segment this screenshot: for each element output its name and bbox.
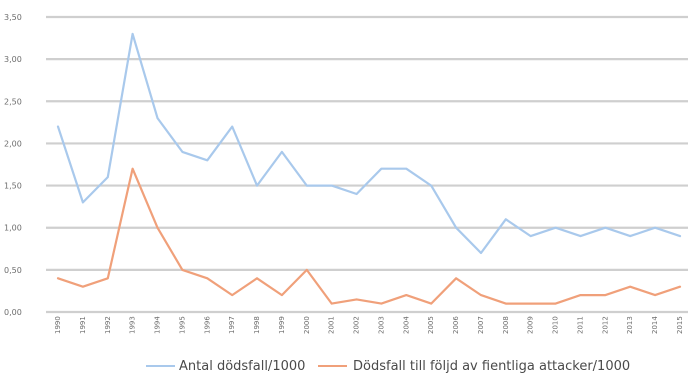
data-point: [629, 285, 632, 288]
data-point: [455, 226, 457, 229]
x-tick-label: 1992: [104, 316, 112, 334]
data-point: [305, 268, 308, 271]
x-tick-label: 2012: [601, 316, 609, 334]
data-point: [579, 294, 582, 297]
x-tick-label: 2009: [527, 316, 535, 334]
data-point: [106, 277, 109, 280]
data-point: [206, 159, 209, 162]
y-tick-label: 1,50: [4, 182, 22, 191]
x-tick-label: 2008: [502, 316, 510, 334]
data-point: [480, 252, 482, 254]
data-point: [430, 302, 433, 305]
y-tick-label: 1,00: [4, 224, 22, 233]
data-point: [106, 176, 109, 179]
x-tick-label: 2013: [626, 316, 634, 334]
data-point: [654, 294, 657, 297]
x-tick-label: 1996: [203, 316, 211, 334]
data-point: [405, 167, 408, 170]
x-tick-label: 2015: [676, 316, 684, 334]
series-lines: [56, 32, 682, 305]
x-tick-label: 1998: [253, 316, 261, 334]
data-point: [206, 277, 209, 280]
data-point: [604, 226, 607, 229]
data-point: [579, 235, 582, 238]
data-point: [529, 302, 532, 305]
data-point: [57, 277, 59, 280]
data-point: [504, 218, 507, 221]
y-axis-ticks: 0,00 0,50 1,00 1,50 2,00 2,50 3,00 3,50: [4, 13, 22, 317]
data-point: [480, 294, 482, 297]
x-tick-label: 2000: [303, 316, 311, 334]
data-point: [131, 167, 134, 170]
data-point: [281, 294, 283, 297]
data-point: [281, 150, 283, 153]
x-tick-label: 2004: [402, 316, 410, 334]
data-point: [355, 193, 358, 195]
data-point: [504, 302, 507, 305]
data-point: [256, 277, 258, 280]
x-tick-label: 2006: [452, 316, 460, 334]
x-tick-label: 2002: [353, 316, 361, 334]
data-point: [181, 268, 184, 271]
data-point: [654, 226, 657, 229]
x-tick-label: 2001: [328, 316, 336, 334]
data-point: [529, 235, 532, 238]
data-point: [629, 235, 632, 238]
data-point: [156, 117, 159, 120]
data-point: [231, 294, 234, 297]
y-tick-label: 2,00: [4, 139, 22, 148]
x-tick-label: 2014: [651, 316, 659, 334]
data-point: [330, 302, 333, 305]
data-point: [181, 150, 184, 153]
data-point: [380, 167, 383, 170]
data-point: [554, 226, 557, 229]
x-tick-label: 2010: [552, 316, 560, 334]
data-point: [305, 184, 308, 187]
legend-label-1: Antal dödsfall/1000: [179, 359, 305, 374]
data-point: [430, 184, 433, 187]
data-point: [455, 277, 457, 280]
y-tick-label: 2,50: [4, 97, 22, 106]
x-tick-label: 1990: [54, 316, 62, 334]
y-tick-label: 3,00: [4, 55, 22, 64]
data-point: [57, 125, 59, 128]
data-point: [604, 294, 607, 297]
data-point: [554, 302, 557, 305]
x-tick-label: 1995: [178, 316, 186, 334]
x-tick-label: 1997: [228, 316, 236, 334]
data-point: [405, 294, 408, 297]
data-point: [679, 235, 681, 238]
x-tick-label: 2005: [427, 316, 435, 334]
data-point: [679, 285, 681, 288]
x-tick-label: 2007: [477, 316, 485, 334]
legend-label-2: Dödsfall till följd av fientliga attacke…: [353, 359, 630, 374]
data-point: [81, 285, 84, 288]
x-tick-label: 1991: [79, 316, 87, 334]
y-tick-label: 0,50: [4, 266, 22, 275]
x-tick-label: 1994: [154, 316, 162, 334]
x-tick-label: 1993: [129, 316, 137, 334]
data-point: [355, 298, 358, 301]
data-point: [81, 201, 84, 204]
x-tick-label: 2011: [576, 316, 584, 334]
data-point: [380, 302, 383, 305]
data-point: [330, 184, 333, 187]
x-tick-label: 1999: [278, 316, 286, 334]
legend: Antal dödsfall/1000 Dödsfall till följd a…: [146, 359, 630, 374]
x-tick-label: 2003: [377, 316, 385, 334]
data-point: [131, 32, 134, 35]
y-tick-label: 3,50: [4, 13, 22, 22]
data-point: [231, 125, 234, 128]
data-point: [156, 226, 159, 229]
series-line-2: [56, 167, 682, 305]
series-line-1: [56, 32, 682, 255]
x-axis-ticks: 1990 1991 1992 1993 1994 1995 1996 1997 1998 1999…: [54, 316, 684, 334]
gridlines: [46, 15, 688, 314]
data-point: [256, 184, 258, 187]
y-tick-label: 0,00: [4, 308, 22, 317]
